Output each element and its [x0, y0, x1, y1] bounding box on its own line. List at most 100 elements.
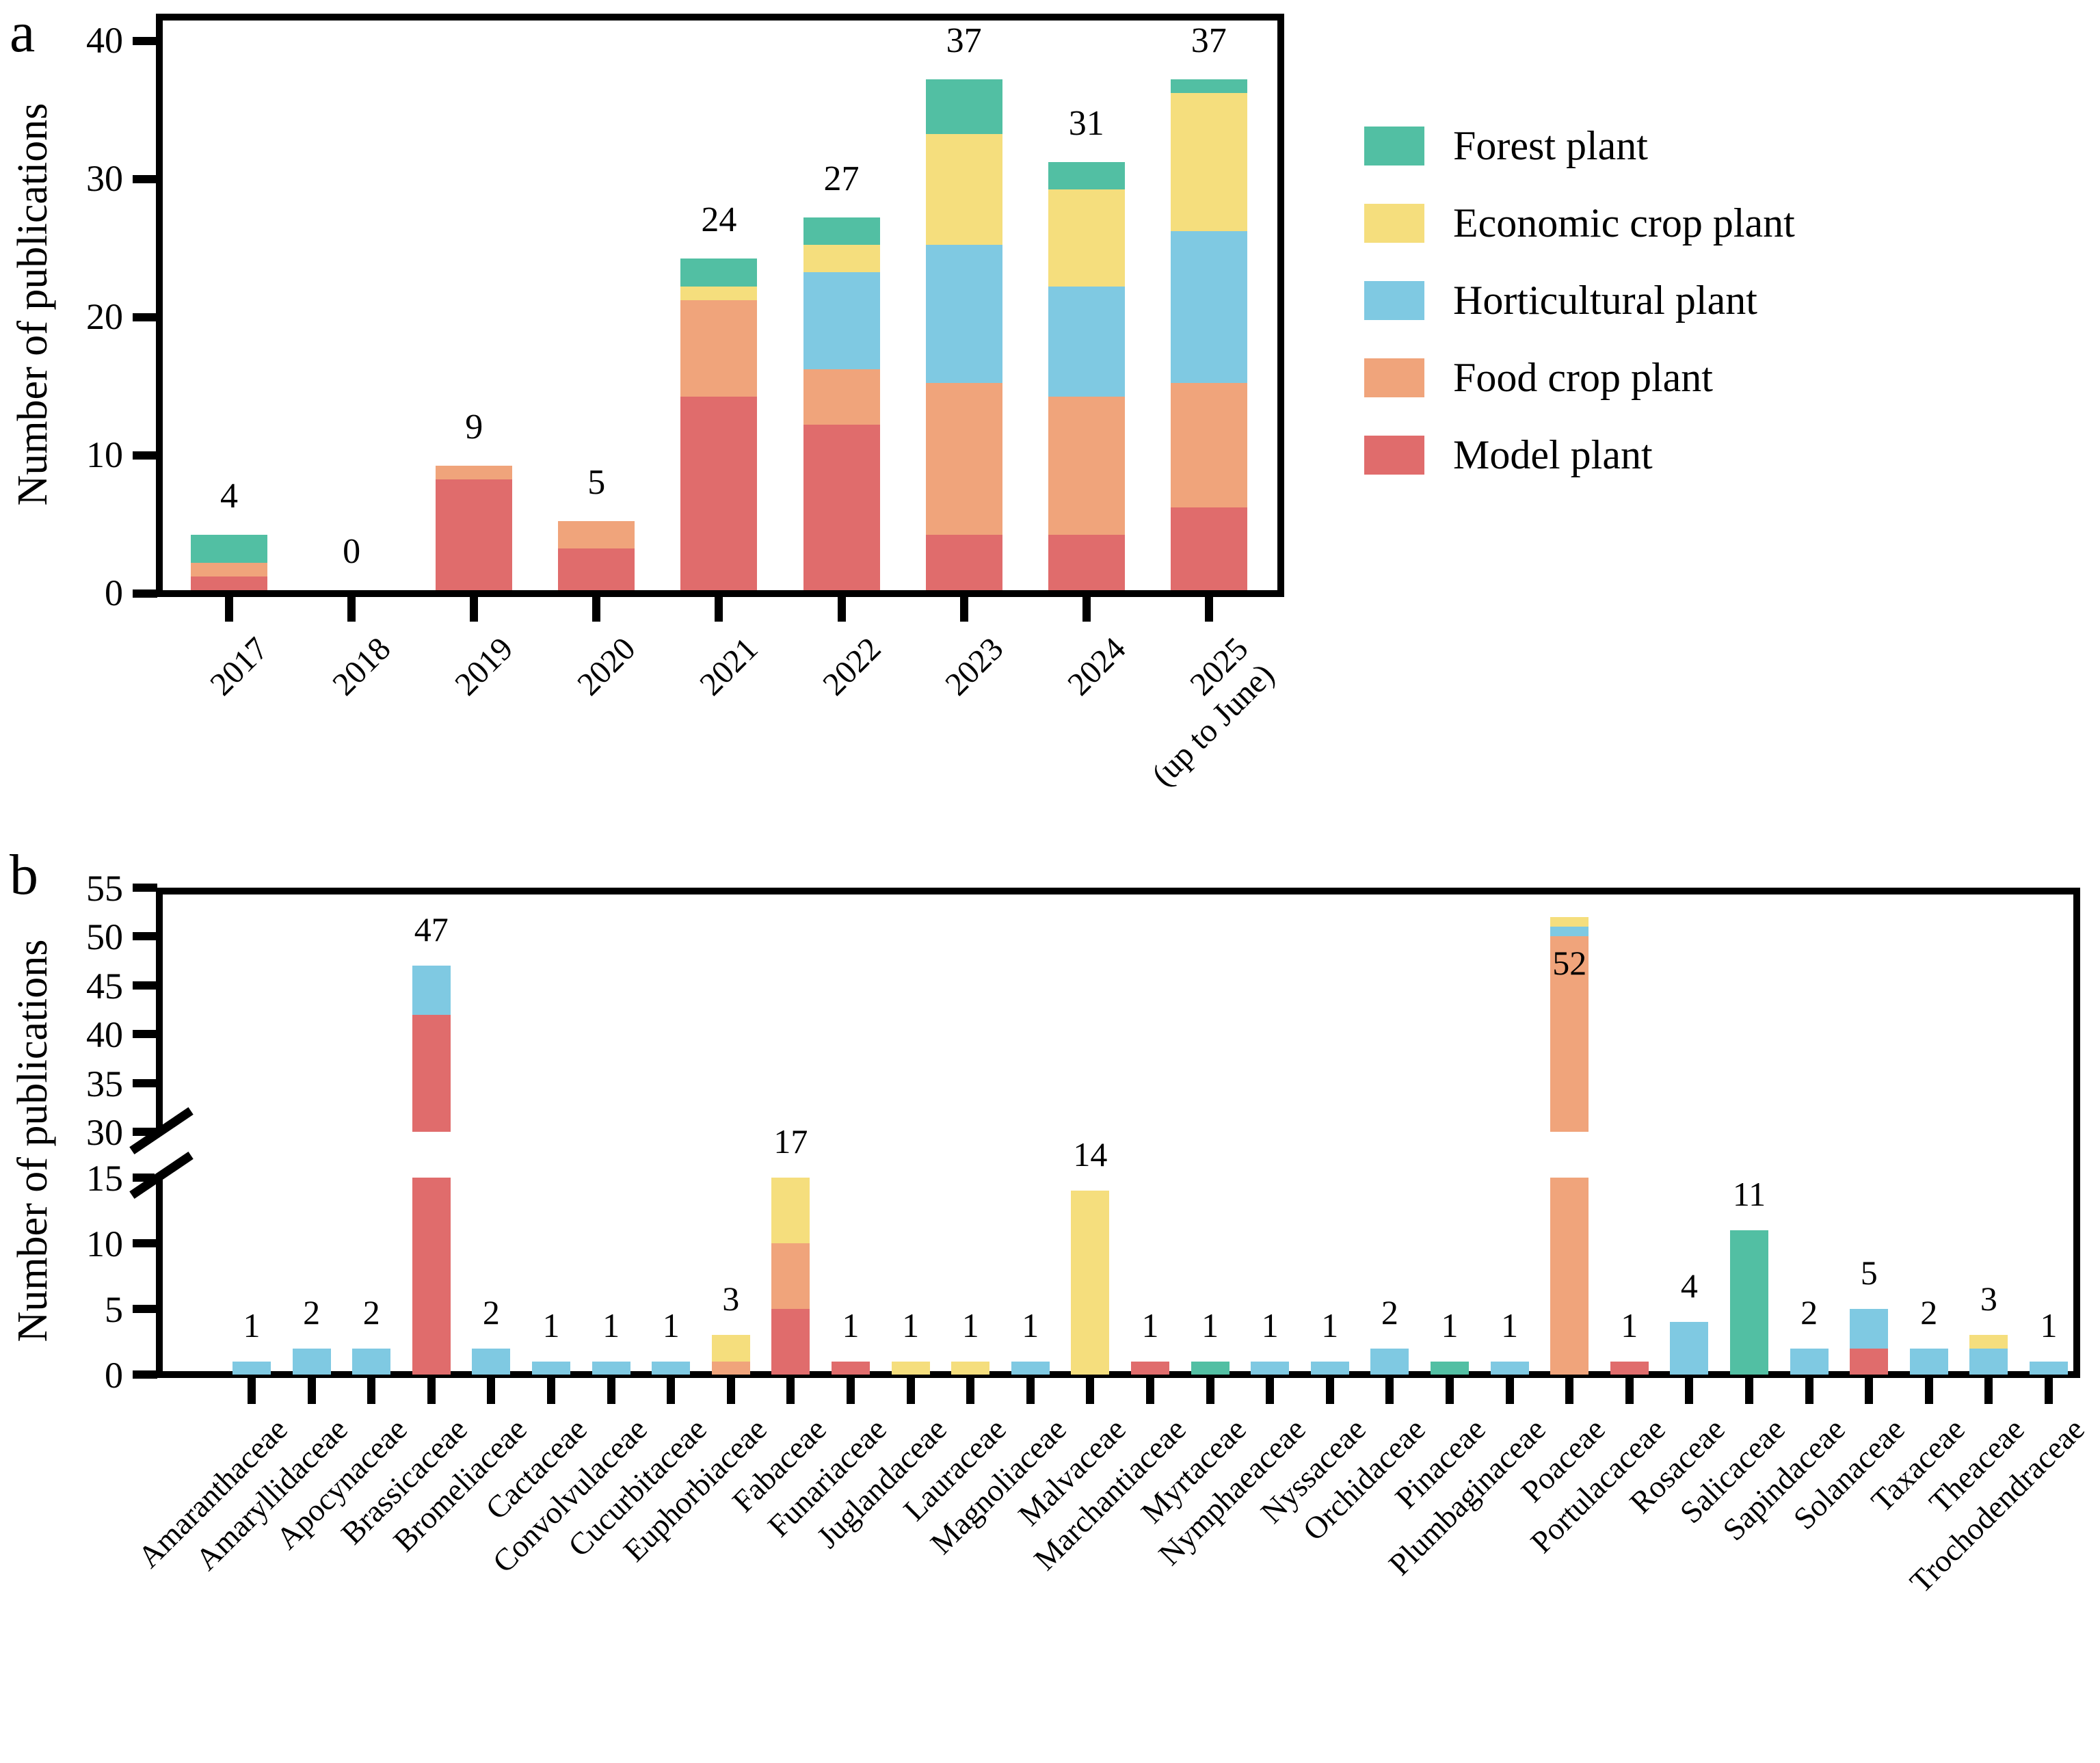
legend-row-horticultural: Horticultural plant	[1364, 280, 1980, 322]
panel-a-xtick-2025	[1204, 597, 1213, 622]
panel-a-bar-2017-food-segment	[191, 562, 267, 576]
panel-b-xtick-Lauraceae	[966, 1378, 975, 1404]
panel-a-bar-2022-food-segment	[803, 369, 880, 425]
panel-a-xtick-label-2021: 2021	[693, 631, 765, 703]
panel-b-value-label-Fabaceae: 17	[773, 1122, 808, 1161]
panel-b-bar-Fabaceae-food-segment	[771, 1243, 810, 1309]
panel-b-ytick-label-55: 55	[86, 868, 123, 909]
panel-b-xtick-Portulacaceae	[1625, 1378, 1634, 1404]
panel-a-bar-2023-model-segment	[925, 535, 1002, 590]
panel-b-bar-Amaranthaceae-horticultural-segment	[232, 1361, 271, 1375]
panel-b-bar-Brassicaceae-model-segment	[412, 1178, 451, 1375]
panel-b-bar-Cactaceae-horticultural-segment	[532, 1361, 570, 1375]
panel-b-value-label-Bromeliaceae: 2	[482, 1293, 500, 1331]
panel-a-value-label-2020: 5	[587, 463, 606, 502]
panel-a-bar-2021-model-segment	[680, 397, 758, 590]
legend-label-economic: Economic crop plant	[1453, 200, 1795, 246]
panel-b-ytick-label-10: 10	[86, 1223, 123, 1264]
panel-a-xtick-label-2025: 2025 (up to June)	[1144, 631, 1281, 793]
panel-b-xtick-Magnoliaceae	[1026, 1378, 1035, 1404]
panel-a-xtick-label-2017: 2017	[203, 631, 276, 703]
panel-b-xtick-Orchidaceae	[1385, 1378, 1394, 1404]
legend-swatch-horticultural	[1364, 281, 1424, 320]
panel-a-xtick-2017	[225, 597, 233, 622]
legend-swatch-forest	[1364, 127, 1424, 165]
panel-a-xtick-2019	[470, 597, 479, 622]
panel-b-value-label-Brassicaceae: 47	[414, 910, 449, 949]
panel-a-bar-2019-model-segment	[436, 479, 513, 590]
panel-b-value-label-Marchantiaceae: 1	[1141, 1305, 1159, 1344]
panel-a-ytick-30	[133, 175, 157, 183]
panel-b-xtick-Bromeliaceae	[487, 1378, 496, 1404]
panel-a-value-label-2024: 31	[1068, 103, 1104, 143]
legend-swatch-economic	[1364, 204, 1424, 243]
panel-a-xtick-2020	[592, 597, 601, 622]
panel-b-xtick-Amaryllidaceae	[307, 1378, 316, 1404]
panel-b-bar-Bromeliaceae-horticultural-segment	[472, 1348, 511, 1375]
panel-b-ytick-label-40: 40	[86, 1014, 123, 1056]
panel-b-xtick-Juglandaceae	[906, 1378, 915, 1404]
panel-b-value-label-Amaryllidaceae: 2	[303, 1293, 321, 1331]
panel-b-bar-Apocynaceae-horticultural-segment	[352, 1348, 391, 1375]
panel-b-value-label-Sapindaceae: 2	[1800, 1293, 1818, 1331]
panel-b-bar-Solanaceae-model-segment	[1850, 1348, 1889, 1375]
panel-a-bar-2022-economic-segment	[803, 245, 880, 273]
panel-b-bar-Salicaceae-forest-segment	[1730, 1230, 1768, 1375]
panel-b-xtick-Myrtaceae	[1206, 1378, 1214, 1404]
panel-b-ytick-55	[133, 884, 157, 892]
panel-b-bar-Poaceae-food-segment-upper	[1550, 936, 1589, 1132]
panel-a-bar-2017-model-segment	[191, 576, 267, 590]
panel-b-xtick-Poaceae	[1565, 1378, 1574, 1404]
panel-b-bar-Sapindaceae-horticultural-segment	[1790, 1348, 1829, 1375]
panel-a-bar-2025-economic-segment	[1170, 92, 1247, 231]
panel-b-xtick-Amaranthaceae	[248, 1378, 256, 1404]
panel-a-ytick-label-30: 30	[86, 158, 123, 199]
panel-a-xtick-label-2022: 2022	[815, 631, 888, 703]
panel-b-ytick-50	[133, 932, 157, 941]
panel-a-xtick-2023	[959, 597, 968, 622]
legend-label-forest: Forest plant	[1453, 123, 1648, 168]
panel-a-bar-2024-forest-segment	[1048, 161, 1125, 190]
panel-a-value-label-2023: 37	[946, 21, 982, 60]
panel-b-value-label-Rosaceae: 4	[1680, 1267, 1698, 1305]
panel-b-xtick-Rosaceae	[1685, 1378, 1694, 1404]
panel-b-value-label-Theaceae: 3	[1980, 1280, 1997, 1318]
panel-b-bar-Rosaceae-horticultural-segment	[1670, 1322, 1709, 1375]
panel-b-bar-Brassicaceae-horticultural-segment-upper	[412, 966, 451, 1015]
panel-a-ytick-label-40: 40	[86, 20, 123, 61]
panel-b-bar-Poaceae-economic-segment-upper	[1550, 916, 1589, 927]
panel-a-bar-2024-model-segment	[1048, 535, 1125, 590]
panel-a-bar-2022-model-segment	[803, 424, 880, 590]
panel-b-value-label-Cucurbitaceae: 1	[662, 1305, 680, 1344]
panel-b-bar-Theaceae-economic-segment	[1969, 1335, 2008, 1349]
panel-b-bar-Juglandaceae-economic-segment	[891, 1361, 930, 1375]
panel-b-bar-Plumbaginaceae-horticultural-segment	[1490, 1361, 1529, 1375]
panel-b-bar-Convolvulaceae-horticultural-segment	[592, 1361, 630, 1375]
panel-a-bar-2020-food-segment	[558, 521, 635, 549]
panel-a-bar-2023-food-segment	[925, 383, 1002, 535]
panel-b-bar-Fabaceae-economic-segment	[771, 1178, 810, 1243]
panel-a-ytick-40	[133, 37, 157, 45]
panel-b-ytick-label-0: 0	[105, 1355, 123, 1396]
panel-a-value-label-2025: 37	[1191, 21, 1227, 60]
panel-a-bar-2017-forest-segment	[191, 535, 267, 563]
panel-b-value-label-Juglandaceae: 1	[902, 1305, 920, 1344]
panel-b-ytick-5	[133, 1305, 157, 1313]
panel-b-value-label-Nymphaeaceae: 1	[1261, 1305, 1279, 1344]
panel-a-bar-2020-model-segment	[558, 548, 635, 590]
panel-b-bar-Euphorbiaceae-food-segment	[711, 1361, 750, 1375]
legend-label-food: Food crop plant	[1453, 355, 1713, 400]
panel-a-xtick-label-2020: 2020	[570, 631, 643, 703]
panel-a-bar-2025-model-segment	[1170, 507, 1247, 590]
panel-b-bar-Poaceae-food-segment	[1550, 1178, 1589, 1375]
panel-b-xtick-Pinaceae	[1446, 1378, 1454, 1404]
panel-b-ytick-label-45: 45	[86, 965, 123, 1007]
panel-a-bar-2022-forest-segment	[803, 217, 880, 245]
panel-a-value-label-2022: 27	[823, 159, 860, 198]
panel-b-xtick-Cucurbitaceae	[667, 1378, 676, 1404]
panel-b-ytick-label-35: 35	[86, 1063, 123, 1104]
panel-b-value-label-Funariaceae: 1	[842, 1305, 860, 1344]
panel-b-ytick-10	[133, 1239, 157, 1247]
panel-a-ytick-label-20: 20	[86, 296, 123, 337]
panel-b-ytick-label-30: 30	[86, 1112, 123, 1153]
